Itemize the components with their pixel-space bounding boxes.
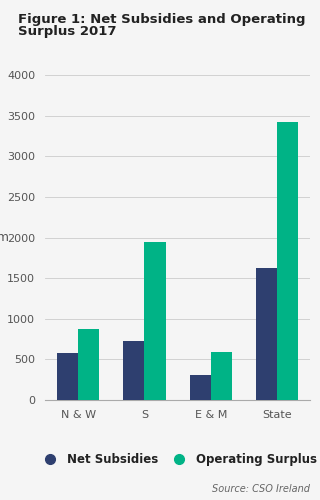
Bar: [189, 375, 211, 400]
Bar: [211, 352, 232, 400]
Bar: [144, 242, 166, 400]
Bar: [256, 268, 277, 400]
Text: Source: CSO Ireland: Source: CSO Ireland: [212, 484, 310, 494]
Legend: Net Subsidies, Operating Surplus: Net Subsidies, Operating Surplus: [34, 448, 320, 470]
Bar: [277, 122, 298, 400]
Y-axis label: €m: €m: [0, 231, 9, 244]
Text: Surplus 2017: Surplus 2017: [18, 24, 116, 38]
Text: Figure 1: Net Subsidies and Operating: Figure 1: Net Subsidies and Operating: [18, 12, 305, 26]
Bar: [78, 328, 99, 400]
Bar: [123, 340, 144, 400]
Bar: [57, 353, 78, 400]
